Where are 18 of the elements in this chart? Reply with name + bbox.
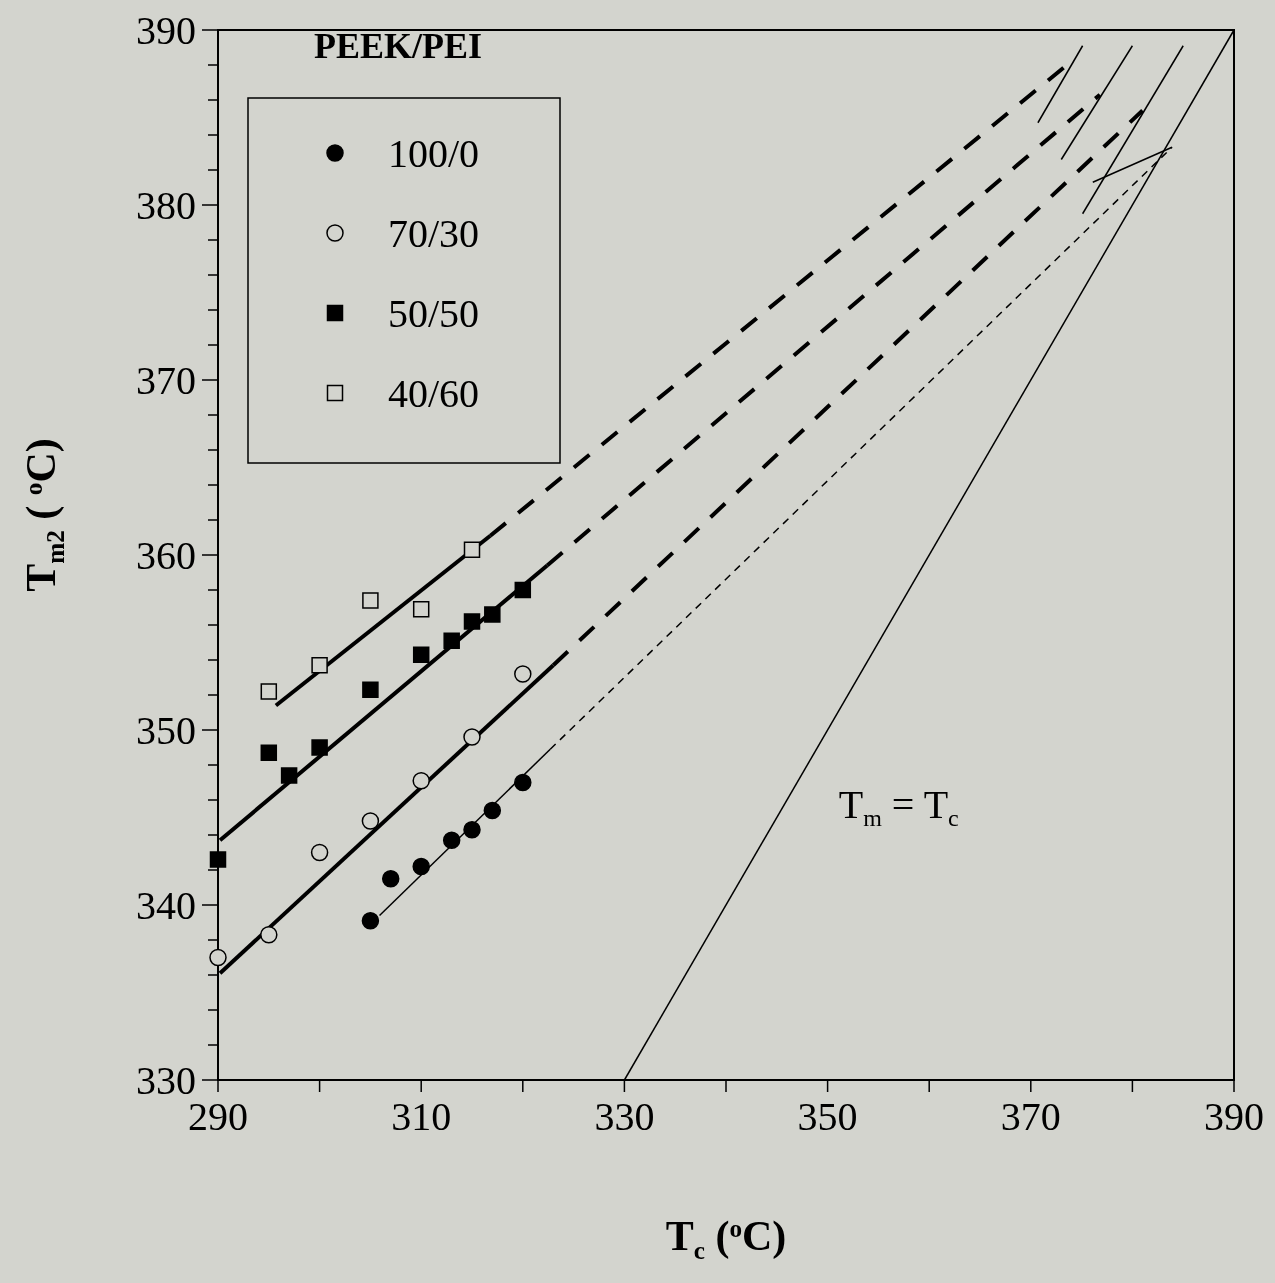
x-tick-label: 310: [391, 1094, 452, 1139]
legend-label: 100/0: [388, 131, 480, 176]
x-axis-title: T$_{c}$ ($^{o}$C): [665, 1213, 787, 1264]
y-tick-label: 360: [136, 533, 196, 578]
y-tick-label: 350: [136, 708, 196, 753]
legend-label: 40/60: [388, 371, 480, 416]
y-tick-label: 340: [136, 883, 196, 928]
legend-title: PEEK/PEI: [313, 26, 483, 66]
legend-label: 70/30: [388, 211, 480, 256]
x-tick-label: 390: [1204, 1094, 1264, 1139]
annotation: T$_{m}$ = T$_{c}$: [838, 781, 959, 831]
legend-label: 50/50: [388, 291, 480, 336]
x-tick-label: 370: [1000, 1094, 1061, 1139]
y-tick-label: 380: [136, 183, 196, 228]
x-tick-label: 330: [594, 1094, 655, 1139]
x-tick-label: 350: [797, 1094, 858, 1139]
y-tick-label: 390: [136, 8, 196, 53]
y-tick-label: 370: [136, 358, 196, 403]
